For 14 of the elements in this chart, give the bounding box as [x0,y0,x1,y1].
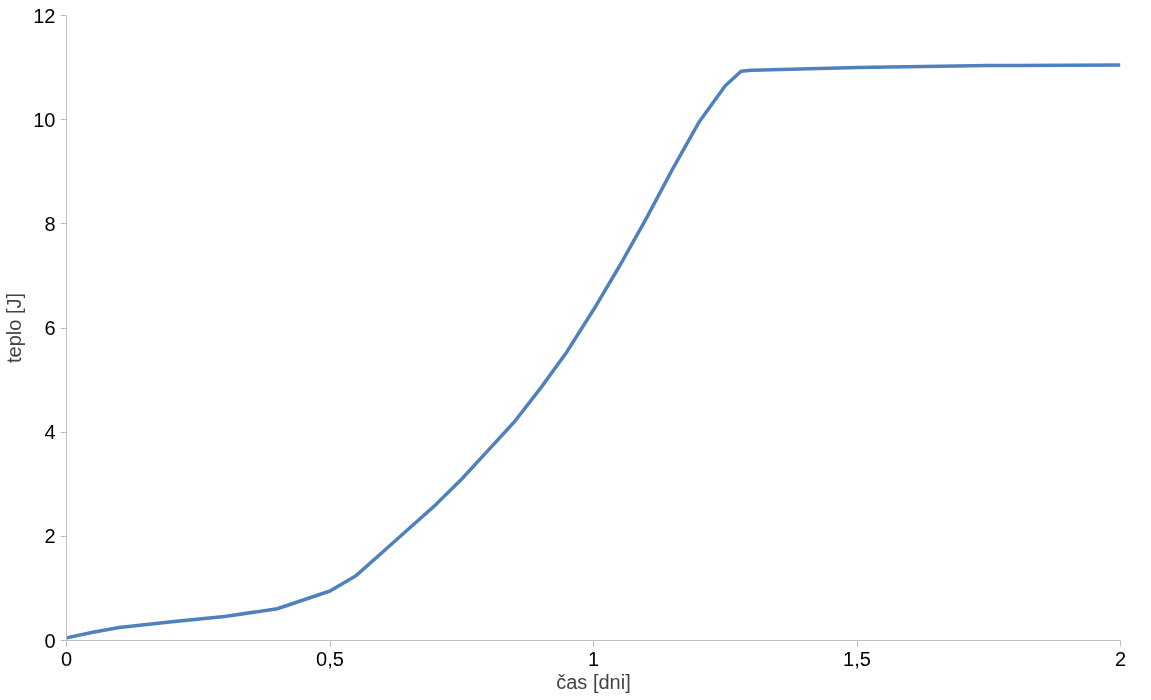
y-tick-label: 12 [33,4,56,27]
y-tick-label: 2 [44,525,56,548]
y-tick-label: 8 [44,212,56,235]
x-tick-label: 1,5 [843,647,871,670]
x-tick-label: 0 [60,647,73,670]
x-tick-label: 0,5 [316,647,344,670]
y-axis-title: teplo [J] [3,292,26,364]
x-tick-label: 2 [1114,647,1127,670]
x-tick-label: 1 [587,647,600,670]
y-tick-label: 6 [44,317,56,339]
y-tick-label: 4 [44,421,56,444]
x-axis-title: čas [dni] [556,670,631,693]
y-tick-label: 0 [44,629,56,652]
y-tick-label: 10 [33,108,56,131]
